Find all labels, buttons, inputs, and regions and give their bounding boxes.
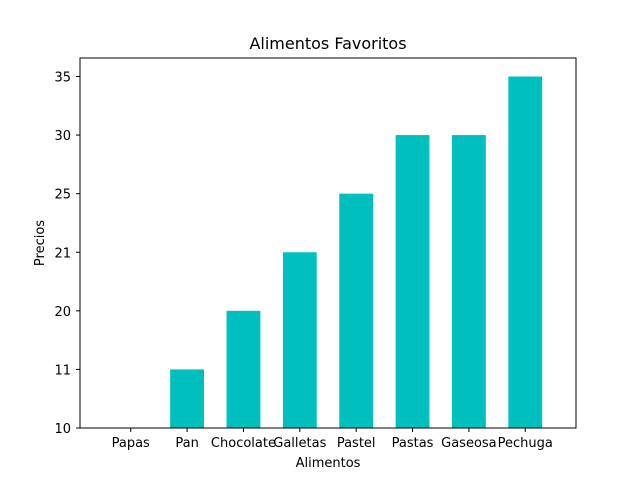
bar-pechuga [508, 76, 543, 428]
chart-title: Alimentos Favoritos [249, 34, 406, 53]
y-tick-label: 11 [54, 363, 71, 378]
bars-group [170, 76, 543, 428]
bar-chocolate [226, 310, 261, 428]
y-tick-label: 20 [54, 305, 71, 320]
x-tick-label: Gaseosa [441, 436, 497, 451]
y-tick-label: 10 [54, 422, 71, 437]
bar-galletas [282, 252, 317, 428]
y-axis-label: Precios [33, 220, 48, 266]
bar-pastas [395, 135, 430, 428]
x-tick-label: Galletas [273, 436, 326, 451]
x-tick-label: Pastel [337, 436, 376, 451]
bar-gaseosa [452, 135, 486, 428]
x-tick-label: Pastas [392, 436, 434, 451]
x-tick-label: Papas [112, 436, 150, 451]
bar-pan [170, 369, 204, 428]
plot-frame [79, 57, 577, 429]
x-tick-label: Pan [175, 436, 198, 451]
bar-pastel [339, 193, 374, 428]
y-tick-label: 21 [54, 246, 71, 261]
y-tick-label: 30 [54, 129, 71, 144]
x-axis-label: Alimentos [296, 456, 361, 471]
y-tick-label: 25 [54, 188, 71, 203]
x-tick-label: Chocolate [211, 436, 276, 451]
x-tick-label: Pechuga [498, 436, 553, 451]
y-tick-label: 35 [54, 71, 71, 86]
y-axis-ticks: 10 11 20 21 25 30 35 [54, 71, 80, 437]
